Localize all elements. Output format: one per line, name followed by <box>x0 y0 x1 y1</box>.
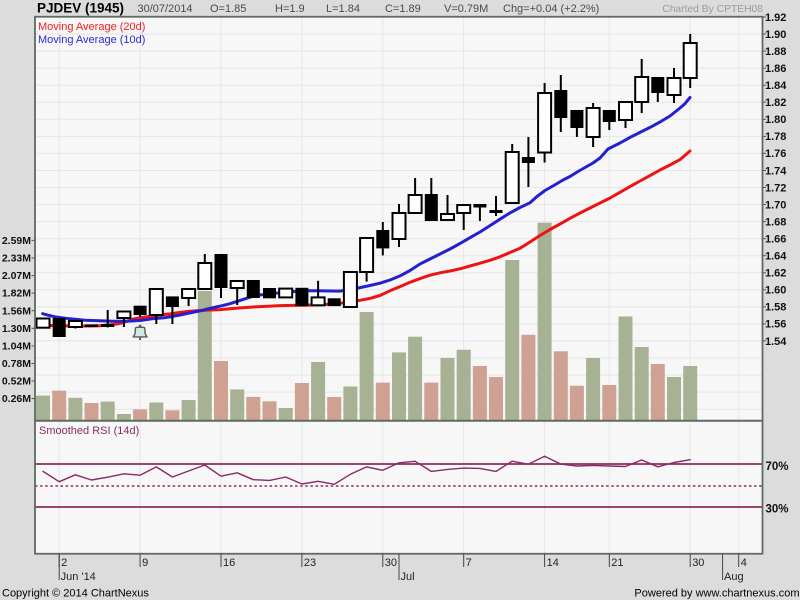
svg-text:1.86: 1.86 <box>765 63 786 75</box>
svg-text:1.80: 1.80 <box>765 114 786 126</box>
svg-text:1.74: 1.74 <box>765 165 787 177</box>
svg-text:1.60: 1.60 <box>765 285 786 297</box>
svg-text:1.30M: 1.30M <box>2 323 31 335</box>
svg-text:1.90: 1.90 <box>765 29 786 41</box>
svg-text:30%: 30% <box>766 504 789 516</box>
svg-text:Chg=+0.04 (+2.2%): Chg=+0.04 (+2.2%) <box>503 3 599 15</box>
svg-text:1.82: 1.82 <box>765 97 786 109</box>
svg-text:7: 7 <box>466 557 472 569</box>
svg-text:Moving Average (10d): Moving Average (10d) <box>38 34 145 46</box>
svg-text:V=0.79M: V=0.79M <box>444 3 488 15</box>
svg-text:Powered by www.chartnexus.com: Powered by www.chartnexus.com <box>634 588 799 600</box>
svg-text:Charted By CPTEH08: Charted By CPTEH08 <box>662 4 763 15</box>
svg-text:Aug: Aug <box>724 571 744 583</box>
svg-text:0.26M: 0.26M <box>2 393 31 405</box>
svg-text:Copyright © 2014 ChartNexus: Copyright © 2014 ChartNexus <box>2 588 149 600</box>
svg-text:0.78M: 0.78M <box>2 358 31 370</box>
svg-text:21: 21 <box>611 557 623 569</box>
svg-text:2.33M: 2.33M <box>2 253 31 265</box>
svg-text:1.76: 1.76 <box>765 148 786 160</box>
svg-text:9: 9 <box>142 557 148 569</box>
svg-text:1.56M: 1.56M <box>2 305 31 317</box>
svg-text:1.56: 1.56 <box>765 319 786 331</box>
svg-text:4: 4 <box>741 557 747 569</box>
svg-text:PJDEV (1945): PJDEV (1945) <box>37 1 124 16</box>
svg-text:1.04M: 1.04M <box>2 340 31 352</box>
svg-text:1.88: 1.88 <box>765 46 786 58</box>
svg-text:16: 16 <box>223 557 235 569</box>
svg-text:Moving Average (20d): Moving Average (20d) <box>38 21 145 33</box>
svg-text:1.70: 1.70 <box>765 199 786 211</box>
svg-text:30: 30 <box>385 557 397 569</box>
svg-text:L=1.84: L=1.84 <box>326 3 360 15</box>
svg-text:14: 14 <box>547 557 559 569</box>
svg-text:1.68: 1.68 <box>765 216 786 228</box>
svg-text:2.59M: 2.59M <box>2 235 31 247</box>
svg-text:1.64: 1.64 <box>765 251 787 263</box>
svg-text:1.92: 1.92 <box>765 12 786 24</box>
svg-text:23: 23 <box>304 557 316 569</box>
svg-text:Jul: Jul <box>400 571 414 583</box>
svg-text:O=1.85: O=1.85 <box>210 3 246 15</box>
svg-text:H=1.9: H=1.9 <box>275 3 305 15</box>
svg-text:0.52M: 0.52M <box>2 376 31 388</box>
svg-text:1.78: 1.78 <box>765 131 786 143</box>
svg-text:30: 30 <box>692 557 704 569</box>
svg-text:1.58: 1.58 <box>765 302 786 314</box>
svg-text:1.82M: 1.82M <box>2 288 31 300</box>
svg-text:1.72: 1.72 <box>765 182 786 194</box>
svg-text:2: 2 <box>61 557 67 569</box>
svg-text:Smoothed RSI (14d): Smoothed RSI (14d) <box>39 425 139 437</box>
svg-text:1.62: 1.62 <box>765 268 786 280</box>
svg-text:1.54: 1.54 <box>765 336 787 348</box>
svg-text:C=1.89: C=1.89 <box>385 3 421 15</box>
svg-text:30/07/2014: 30/07/2014 <box>138 3 193 15</box>
svg-text:1.66: 1.66 <box>765 233 786 245</box>
svg-text:1.84: 1.84 <box>765 80 787 92</box>
svg-text:Jun '14: Jun '14 <box>61 571 96 583</box>
svg-text:2.07M: 2.07M <box>2 270 31 282</box>
svg-text:70%: 70% <box>766 461 789 473</box>
